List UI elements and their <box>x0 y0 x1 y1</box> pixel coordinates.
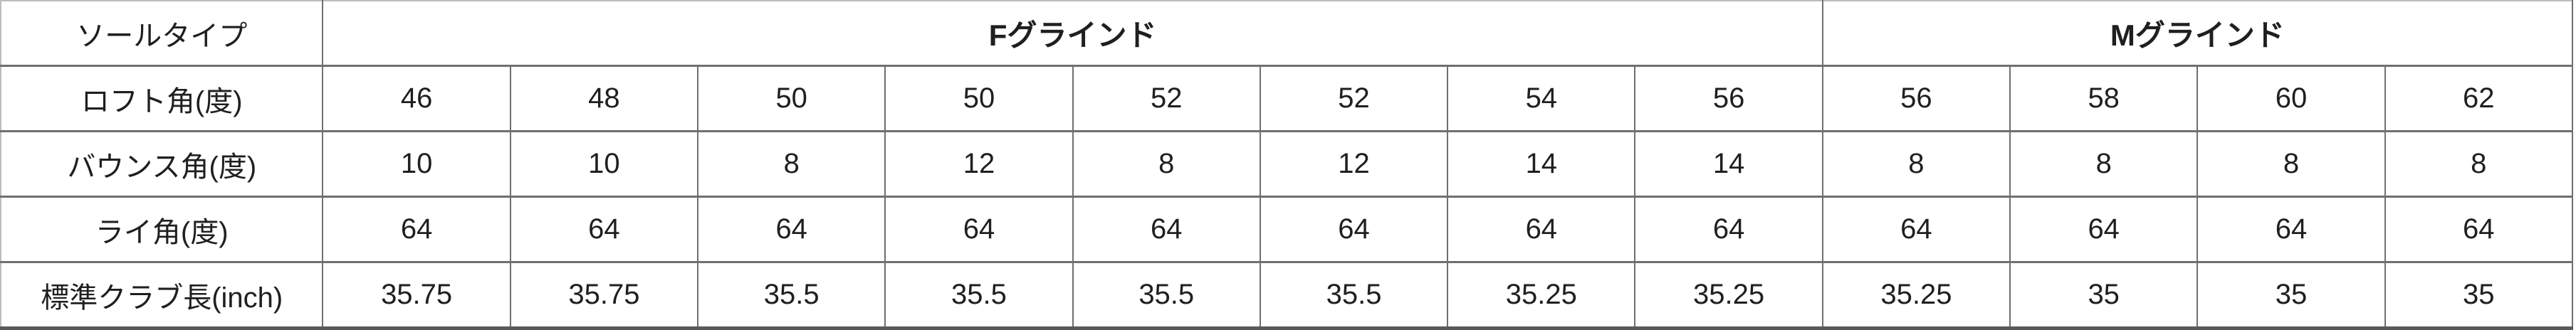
lie-angle-value: 64 <box>2009 196 2199 263</box>
lie-angle-value: 64 <box>509 196 699 263</box>
loft-angle-value: 60 <box>2197 65 2386 132</box>
lie-angle-value: 64 <box>697 196 886 263</box>
loft-angle-value: 50 <box>697 65 886 132</box>
loft-angle-value: 56 <box>1634 65 1823 132</box>
bounce-angle-value: 8 <box>2009 130 2199 198</box>
bounce-angle-value: 14 <box>1634 130 1823 198</box>
club-length-value: 35.75 <box>322 261 511 329</box>
club-length-value: 35.25 <box>1821 261 2011 329</box>
club-length-row: 標準クラブ長(inch) 35.75 35.75 35.5 35.5 35.5 … <box>1 261 2572 329</box>
lie-angle-value: 64 <box>322 196 511 263</box>
loft-angle-value: 56 <box>1821 65 2011 132</box>
bounce-angle-value: 8 <box>1821 130 2011 198</box>
bounce-angle-value: 10 <box>322 130 511 198</box>
loft-angle-value: 46 <box>322 65 511 132</box>
club-length-value: 35 <box>2384 261 2572 329</box>
group-header-m-grind: Mグラインド <box>1821 1 2572 67</box>
header-row: ソールタイプ Fグラインド Mグラインド <box>1 1 2572 67</box>
club-length-value: 35 <box>2197 261 2386 329</box>
bounce-angle-row: バウンス角(度) 10 10 8 12 8 12 14 14 8 8 8 8 <box>1 130 2572 198</box>
loft-angle-row-label: ロフト角(度) <box>1 65 324 132</box>
bounce-angle-row-label: バウンス角(度) <box>1 130 324 198</box>
lie-angle-row-label: ライ角(度) <box>1 196 324 263</box>
lie-angle-value: 64 <box>884 196 1074 263</box>
club-length-value: 35.5 <box>884 261 1074 329</box>
lie-angle-row: ライ角(度) 64 64 64 64 64 64 64 64 64 64 64 … <box>1 196 2572 263</box>
bounce-angle-value: 14 <box>1447 130 1636 198</box>
loft-angle-value: 58 <box>2009 65 2199 132</box>
club-length-value: 35.25 <box>1634 261 1823 329</box>
club-length-value: 35.5 <box>697 261 886 329</box>
club-length-value: 35.75 <box>509 261 699 329</box>
lie-angle-value: 64 <box>2197 196 2386 263</box>
club-length-value: 35 <box>2009 261 2199 329</box>
loft-angle-value: 50 <box>884 65 1074 132</box>
loft-angle-value: 62 <box>2384 65 2572 132</box>
loft-angle-value: 52 <box>1259 65 1449 132</box>
bounce-angle-value: 8 <box>2197 130 2386 198</box>
lie-angle-value: 64 <box>1634 196 1823 263</box>
lie-angle-value: 64 <box>1072 196 1261 263</box>
bounce-angle-value: 8 <box>697 130 886 198</box>
bounce-angle-value: 12 <box>1259 130 1449 198</box>
club-length-value: 35.5 <box>1259 261 1449 329</box>
sole-type-corner-cell: ソールタイプ <box>1 1 324 67</box>
loft-angle-value: 52 <box>1072 65 1261 132</box>
group-header-f-grind: Fグラインド <box>322 1 1823 67</box>
loft-angle-value: 48 <box>509 65 699 132</box>
lie-angle-value: 64 <box>1821 196 2011 263</box>
bounce-angle-value: 12 <box>884 130 1074 198</box>
lie-angle-value: 64 <box>1447 196 1636 263</box>
lie-angle-value: 64 <box>2384 196 2572 263</box>
club-length-row-label: 標準クラブ長(inch) <box>1 261 324 329</box>
bounce-angle-value: 10 <box>509 130 699 198</box>
loft-angle-row: ロフト角(度) 46 48 50 50 52 52 54 56 56 58 60… <box>1 65 2572 132</box>
lie-angle-value: 64 <box>1259 196 1449 263</box>
club-length-value: 35.25 <box>1447 261 1636 329</box>
bounce-angle-value: 8 <box>1072 130 1261 198</box>
bounce-angle-value: 8 <box>2384 130 2572 198</box>
club-length-value: 35.5 <box>1072 261 1261 329</box>
loft-angle-value: 54 <box>1447 65 1636 132</box>
